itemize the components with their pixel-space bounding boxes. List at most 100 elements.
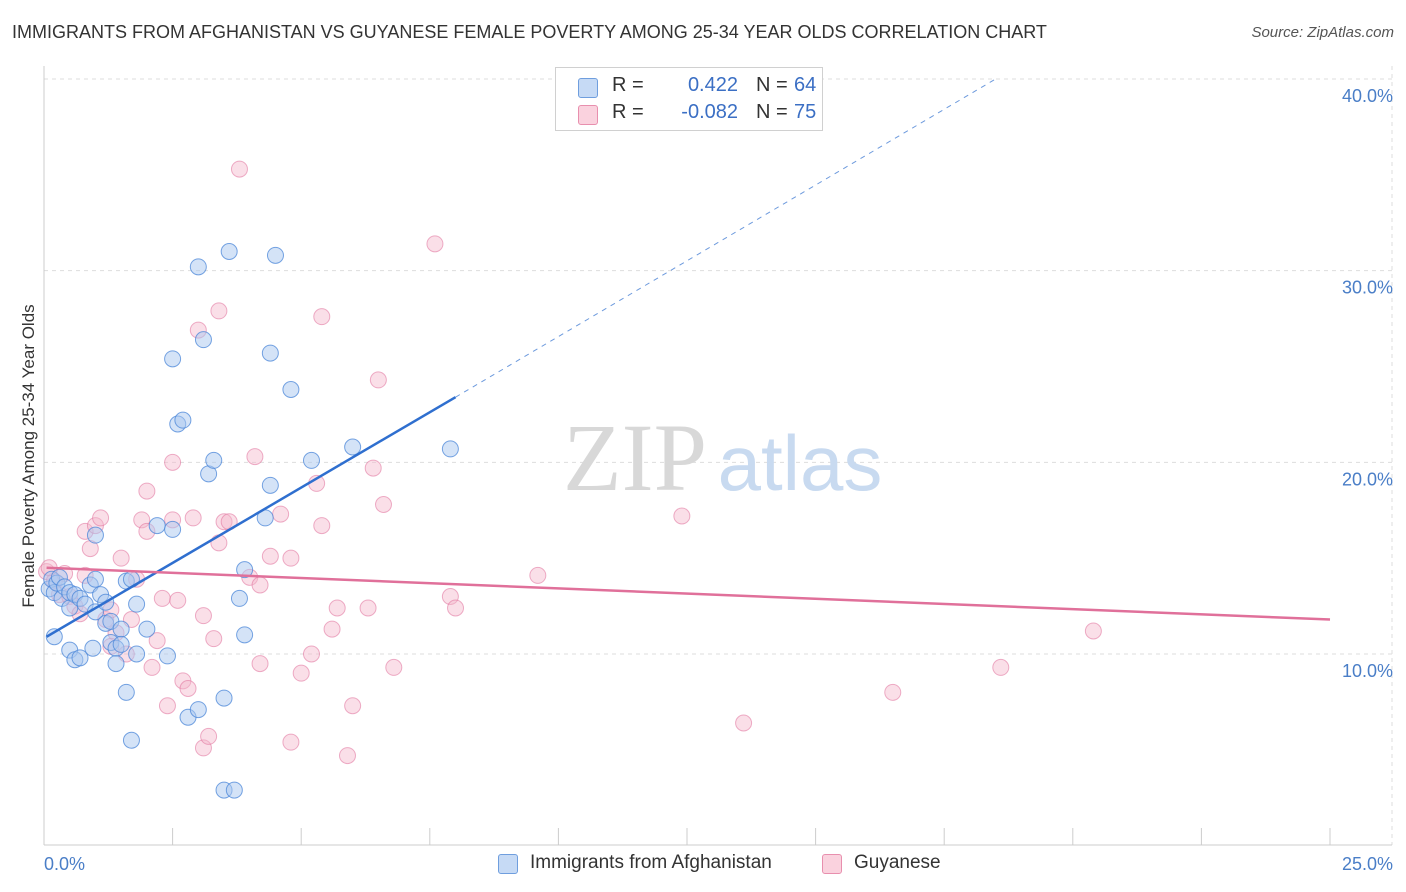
- afghanistan-point: [302, 451, 320, 469]
- bottom-legend-swatch-pink: [822, 854, 842, 874]
- guyanese-point: [261, 547, 279, 565]
- afghanistan-trend-line: [45, 396, 457, 638]
- afghanistan-trend-extension: [455, 78, 996, 398]
- y-axis-label: Female Poverty Among 25-34 Year Olds: [19, 304, 38, 607]
- guyanese-point: [148, 632, 166, 650]
- afghanistan-point: [205, 451, 223, 469]
- x-tick-label: 0.0%: [44, 854, 85, 874]
- guyanese-point: [1084, 622, 1102, 640]
- bottom-legend-label: Immigrants from Afghanistan: [530, 852, 772, 873]
- afghanistan-point: [164, 350, 182, 368]
- afghanistan-point: [261, 344, 279, 362]
- x-tick-label: 25.0%: [1342, 854, 1393, 874]
- guyanese-point: [328, 599, 346, 617]
- guyanese-point: [230, 160, 248, 178]
- guyanese-point: [375, 496, 393, 513]
- guyanese-point: [246, 448, 264, 466]
- guyanese-point: [251, 655, 269, 673]
- afghanistan-point: [220, 243, 238, 260]
- guyanese-point: [673, 507, 691, 525]
- afghanistan-point: [86, 570, 104, 588]
- afghanistan-point: [45, 628, 63, 646]
- guyanese-point: [205, 630, 223, 648]
- guyanese-point: [364, 459, 382, 477]
- guyanese-point: [184, 509, 202, 527]
- guyanese-point: [164, 453, 182, 471]
- guyanese-point: [302, 645, 320, 663]
- series-afghanistan-points: [40, 243, 459, 799]
- guyanese-point: [359, 599, 377, 617]
- guyanese-point: [251, 576, 269, 594]
- guyanese-point: [338, 747, 356, 765]
- legend-r-value: 0.422: [687, 74, 738, 96]
- guyanese-point: [385, 658, 403, 676]
- y-tick-label: 40.0%: [1342, 86, 1393, 106]
- afghanistan-point: [148, 517, 166, 535]
- afghanistan-point: [344, 438, 362, 456]
- afghanistan-point: [158, 647, 176, 665]
- legend-r-value: -0.082: [681, 101, 738, 123]
- guyanese-point: [313, 517, 331, 535]
- guyanese-point: [200, 727, 218, 745]
- guyanese-point: [92, 509, 110, 527]
- tick-labels: 10.0% 20.0% 30.0% 40.0% 0.0% 25.0%: [44, 86, 1393, 874]
- afghanistan-point: [194, 331, 212, 349]
- guyanese-point: [292, 664, 310, 682]
- guyanese-point: [282, 733, 300, 751]
- legend-n-label: N =: [756, 74, 788, 96]
- afghanistan-point: [215, 689, 233, 707]
- y-tick-label: 30.0%: [1342, 278, 1393, 298]
- afghanistan-point: [189, 701, 207, 719]
- correlation-legend: R = 0.422 N = 64 R = -0.082 N = 75: [555, 67, 823, 131]
- guyanese-point: [344, 697, 362, 715]
- trend-lines: [45, 78, 1331, 638]
- afghanistan-point: [138, 620, 156, 638]
- guyanese-point: [529, 566, 547, 584]
- legend-r-label: R =: [612, 74, 644, 96]
- guyanese-point: [169, 591, 187, 609]
- afghanistan-point: [266, 246, 284, 264]
- guyanese-point: [884, 683, 902, 701]
- guyanese-point: [323, 620, 341, 638]
- afghanistan-point: [441, 440, 459, 458]
- afghanistan-point: [112, 620, 130, 638]
- guyanese-point: [210, 302, 228, 320]
- y-tick-label: 20.0%: [1342, 469, 1393, 489]
- afghanistan-point: [282, 381, 300, 398]
- afghanistan-point: [107, 655, 125, 673]
- guyanese-point: [313, 308, 331, 326]
- afghanistan-point: [112, 635, 130, 653]
- guyanese-point: [272, 505, 290, 523]
- guyanese-point: [992, 658, 1010, 676]
- guyanese-point: [369, 371, 387, 389]
- guyanese-trend-line: [46, 566, 1331, 621]
- guyanese-point: [194, 607, 212, 625]
- watermark: ZIP atlas: [563, 404, 882, 511]
- guyanese-point: [158, 697, 176, 715]
- guyanese-point: [179, 680, 197, 697]
- afghanistan-point: [164, 520, 182, 538]
- afghanistan-point: [84, 639, 102, 657]
- afghanistan-point: [128, 645, 146, 663]
- afghanistan-point: [71, 649, 89, 667]
- afghanistan-point: [225, 781, 243, 799]
- legend-n-label: N =: [756, 101, 788, 123]
- guyanese-point: [143, 658, 161, 676]
- guyanese-point: [426, 235, 444, 253]
- grid-lines: [44, 66, 1393, 845]
- legend-swatch-pink: [578, 105, 598, 125]
- afghanistan-point: [174, 411, 192, 429]
- guyanese-point: [282, 549, 300, 567]
- afghanistan-point: [86, 526, 104, 544]
- axes: [43, 66, 1392, 846]
- watermark-atlas: atlas: [718, 419, 883, 507]
- guyanese-point: [153, 589, 171, 607]
- legend-swatch-blue: [578, 78, 598, 98]
- legend-r-label: R =: [612, 101, 644, 123]
- afghanistan-point: [122, 731, 140, 749]
- afghanistan-point: [189, 258, 207, 276]
- afghanistan-point: [230, 589, 248, 607]
- watermark-zip: ZIP: [563, 404, 707, 511]
- source-label: Source: ZipAtlas.com: [1251, 24, 1394, 41]
